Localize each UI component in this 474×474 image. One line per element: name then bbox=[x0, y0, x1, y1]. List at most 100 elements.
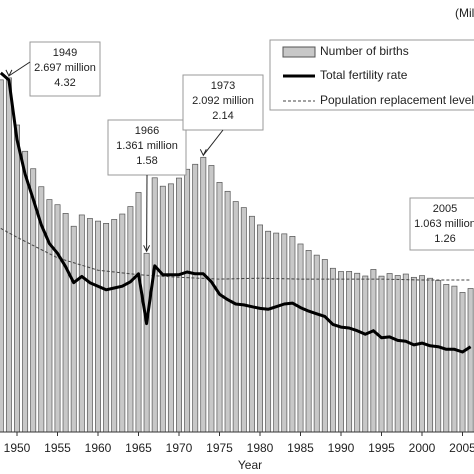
annotation-text: 1973 bbox=[211, 80, 235, 92]
bar bbox=[167, 183, 174, 433]
bar bbox=[313, 254, 320, 433]
bar bbox=[192, 163, 199, 433]
bar bbox=[240, 207, 247, 433]
bar bbox=[459, 292, 466, 433]
annotation-text: 1.26 bbox=[434, 233, 455, 245]
bar bbox=[200, 156, 207, 433]
x-tick-label: 1990 bbox=[328, 441, 355, 455]
bar bbox=[386, 273, 393, 433]
x-tick-label: 2005 bbox=[449, 441, 474, 455]
bar bbox=[362, 275, 369, 433]
annotation-text: 1966 bbox=[135, 125, 159, 137]
annotation-text: 1.361 million bbox=[116, 140, 178, 152]
bar bbox=[451, 285, 458, 433]
bar bbox=[427, 277, 434, 433]
bar bbox=[354, 272, 361, 433]
bar bbox=[151, 177, 158, 433]
bar bbox=[208, 165, 215, 433]
annotation-arrowhead bbox=[143, 245, 151, 253]
bar bbox=[467, 288, 474, 433]
annotation-box bbox=[182, 74, 264, 131]
bar bbox=[329, 267, 336, 433]
annotation-text: 1.063 million bbox=[414, 218, 474, 230]
bar bbox=[232, 201, 239, 433]
x-tick-label: 1955 bbox=[44, 441, 71, 455]
bar bbox=[54, 204, 61, 433]
bar bbox=[305, 250, 312, 433]
x-tick-label: 1995 bbox=[368, 441, 395, 455]
bar bbox=[265, 230, 272, 433]
bar bbox=[86, 218, 93, 433]
bar bbox=[95, 220, 101, 433]
annotation-text: 2005 bbox=[433, 203, 457, 215]
bar bbox=[410, 276, 417, 433]
unit-label: (Million) bbox=[455, 6, 474, 20]
annotation-text: 2.697 million bbox=[34, 62, 96, 74]
bar bbox=[0, 79, 4, 433]
bar bbox=[5, 77, 12, 433]
legend-swatch bbox=[282, 46, 316, 58]
annotation-arrowhead bbox=[199, 149, 207, 157]
bar bbox=[70, 225, 77, 433]
bar bbox=[257, 224, 263, 433]
annotation-arrowhead bbox=[5, 69, 13, 77]
annotation-arrow bbox=[202, 129, 224, 156]
bar bbox=[394, 275, 401, 433]
bar bbox=[46, 199, 53, 433]
bar bbox=[184, 168, 191, 433]
annotation-box bbox=[29, 41, 101, 97]
x-tick-label: 1960 bbox=[85, 441, 112, 455]
bar bbox=[62, 213, 69, 433]
legend-label: Population replacement level bbox=[320, 93, 474, 107]
x-tick-label: 1970 bbox=[166, 441, 193, 455]
bar bbox=[435, 280, 442, 433]
bar bbox=[289, 236, 296, 433]
legend-label: Number of births bbox=[320, 44, 409, 58]
x-tick-label: 1980 bbox=[247, 441, 274, 455]
line bbox=[0, 71, 472, 354]
line bbox=[0, 227, 471, 281]
legend: Number of births Total fertility rate Popu… bbox=[269, 39, 474, 111]
bar bbox=[78, 214, 85, 433]
bar bbox=[224, 190, 231, 433]
bar bbox=[370, 269, 377, 433]
bar bbox=[402, 273, 409, 433]
bar bbox=[321, 259, 328, 433]
bar bbox=[159, 185, 166, 433]
bar bbox=[176, 177, 182, 433]
annotation-box bbox=[107, 119, 187, 176]
x-axis-label: Year bbox=[238, 458, 262, 472]
bar bbox=[297, 243, 304, 433]
bar bbox=[111, 219, 118, 433]
annotation-text: 1.58 bbox=[136, 155, 157, 167]
x-tick-label: 1985 bbox=[287, 441, 314, 455]
x-tick-label: 1965 bbox=[125, 441, 152, 455]
bar bbox=[443, 284, 450, 433]
x-tick-label: 1950 bbox=[4, 441, 31, 455]
bar bbox=[273, 232, 280, 433]
bar bbox=[419, 275, 425, 433]
bar bbox=[281, 233, 288, 433]
bar bbox=[22, 150, 29, 433]
bar bbox=[338, 271, 344, 433]
x-tick-label: 2000 bbox=[409, 441, 436, 455]
x-tick-label: 1975 bbox=[206, 441, 233, 455]
bar bbox=[14, 124, 20, 433]
bar bbox=[248, 215, 255, 433]
bar bbox=[127, 206, 134, 433]
annotation-text: 2.092 million bbox=[192, 95, 254, 107]
bar bbox=[346, 271, 353, 433]
legend-label: Total fertility rate bbox=[320, 68, 408, 82]
annotation-text: 2.14 bbox=[212, 110, 233, 122]
annotation-arrow bbox=[8, 61, 31, 77]
annotation-text: 4.32 bbox=[54, 77, 75, 89]
bar bbox=[143, 252, 150, 433]
bar bbox=[378, 275, 385, 433]
bar bbox=[216, 182, 223, 433]
annotation-box bbox=[409, 197, 474, 251]
bar bbox=[103, 223, 110, 433]
bar bbox=[135, 192, 142, 433]
bar bbox=[119, 213, 126, 433]
annotation-text: 1949 bbox=[53, 47, 77, 59]
